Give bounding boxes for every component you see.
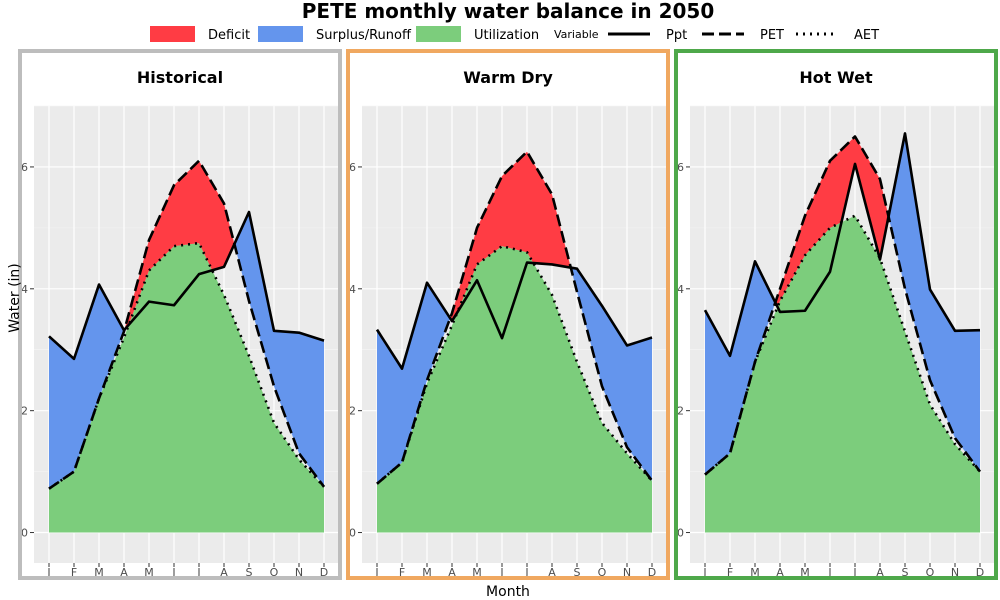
- x-tick-label: J: [196, 566, 200, 579]
- x-tick-label: A: [448, 566, 456, 579]
- x-tick-label: J: [827, 566, 831, 579]
- panel-1: 0 2 4 6 J F M A M J J A S O N D Warm Dry: [346, 49, 670, 580]
- x-tick-label: M: [800, 566, 810, 579]
- panel-title: Hot Wet: [799, 68, 873, 87]
- deficit-area: [377, 151, 652, 484]
- x-tick-label: A: [120, 566, 128, 579]
- x-tick-label: S: [574, 566, 581, 579]
- y-tick-label: 6: [349, 161, 356, 174]
- utilization-area: [705, 215, 980, 533]
- chart-title: PETE monthly water balance in 2050: [302, 0, 715, 23]
- y-tick-label: 2: [349, 405, 356, 418]
- x-tick-label: M: [472, 566, 482, 579]
- x-tick-label: O: [598, 566, 607, 579]
- x-tick-label: D: [976, 566, 984, 579]
- panel-2: 0 2 4 6 J F M A M J J A S O N D Hot Wet: [674, 49, 998, 580]
- x-tick-label: N: [295, 566, 303, 579]
- ppt-line: [375, 261, 653, 370]
- y-axis-label: Water (in): [7, 263, 23, 333]
- x-tick-label: J: [46, 566, 50, 579]
- x-tick-label: F: [727, 566, 733, 579]
- pet-line: [704, 135, 982, 476]
- legend-label-aet: AET: [854, 28, 879, 43]
- y-tick-label: 6: [21, 161, 28, 174]
- legend-swatch-1: [258, 26, 303, 42]
- x-tick-label: A: [220, 566, 228, 579]
- x-tick-label: D: [320, 566, 328, 579]
- x-tick-label: M: [750, 566, 760, 579]
- legend-label-ppt: Ppt: [666, 28, 687, 43]
- panel-border: [674, 49, 998, 580]
- x-tick-label: M: [94, 566, 104, 579]
- legend-title-variable: Variable: [554, 28, 599, 41]
- y-tick-label: 0: [677, 527, 684, 540]
- y-tick-label: 6: [677, 161, 684, 174]
- legend-swatch-0: [150, 26, 195, 42]
- y-tick-label: 4: [21, 283, 28, 296]
- x-tick-label: A: [776, 566, 784, 579]
- facet-panels: 0 2 4 6 J F M A M J J A S O N D Historical 0 2 4 6 J F M A M J J A S O…: [18, 49, 998, 580]
- pet-line: [48, 159, 326, 490]
- panel-title: Historical: [137, 68, 223, 87]
- legend-label-1: Surplus/Runoff: [316, 28, 412, 43]
- x-tick-label: M: [422, 566, 432, 579]
- deficit-area: [49, 160, 324, 489]
- legend-label-pet: PET: [760, 28, 784, 43]
- legend: Deficit Surplus/Runoff Utilization Variable…: [150, 26, 879, 43]
- panel-0: 0 2 4 6 J F M A M J J A S O N D Historical: [18, 49, 342, 580]
- y-tick-label: 2: [677, 405, 684, 418]
- x-tick-label: A: [876, 566, 884, 579]
- utilization-area: [49, 243, 324, 533]
- ppt-line: [48, 210, 325, 361]
- deficit-area: [705, 136, 980, 475]
- x-tick-label: D: [648, 566, 656, 579]
- x-tick-label: A: [548, 566, 556, 579]
- panel-border: [346, 49, 670, 580]
- y-tick-label: 4: [677, 283, 684, 296]
- y-tick-label: 2: [21, 405, 28, 418]
- x-axis-label: Month: [486, 584, 530, 600]
- x-tick-label: O: [926, 566, 935, 579]
- y-tick-label: 4: [349, 283, 356, 296]
- x-tick-label: J: [524, 566, 528, 579]
- x-tick-label: J: [171, 566, 175, 579]
- x-tick-label: J: [852, 566, 856, 579]
- aet-line: [376, 244, 653, 485]
- x-tick-label: S: [246, 566, 253, 579]
- surplus-area: [705, 133, 980, 475]
- ppt-line: [703, 132, 981, 358]
- x-tick-label: N: [951, 566, 959, 579]
- y-tick-label: 0: [349, 527, 356, 540]
- x-tick-label: J: [499, 566, 503, 579]
- legend-label-2: Utilization: [474, 28, 539, 43]
- panel-title: Warm Dry: [463, 68, 553, 87]
- y-tick-label: 0: [21, 527, 28, 540]
- x-tick-label: J: [374, 566, 378, 579]
- panel-border: [18, 49, 342, 580]
- x-tick-label: F: [71, 566, 77, 579]
- utilization-area: [377, 246, 652, 533]
- x-tick-label: O: [270, 566, 279, 579]
- pet-line: [376, 150, 654, 485]
- x-tick-label: J: [702, 566, 706, 579]
- x-tick-label: F: [399, 566, 405, 579]
- x-tick-label: N: [623, 566, 631, 579]
- x-tick-label: M: [144, 566, 154, 579]
- legend-label-0: Deficit: [208, 28, 250, 43]
- x-tick-label: S: [902, 566, 909, 579]
- legend-swatch-2: [416, 26, 461, 42]
